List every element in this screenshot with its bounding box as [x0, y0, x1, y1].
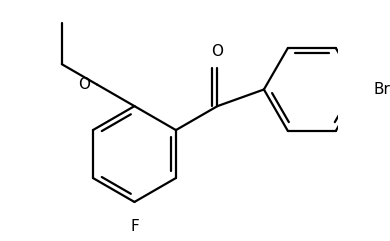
Text: O: O	[211, 44, 223, 59]
Text: Br: Br	[373, 82, 390, 97]
Text: O: O	[78, 77, 90, 92]
Text: F: F	[130, 219, 139, 234]
